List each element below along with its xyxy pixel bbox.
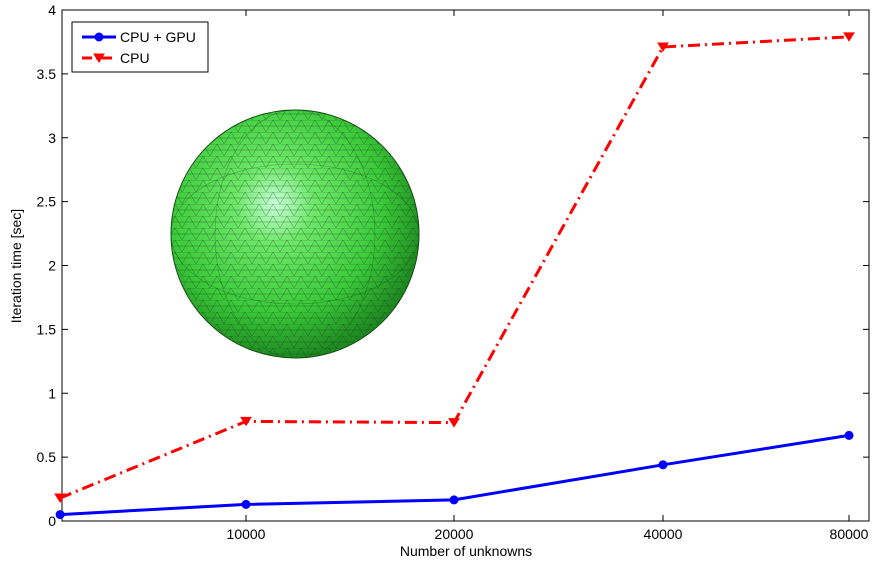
data-point-cpu-gpu <box>241 499 251 509</box>
legend: CPU + GPU CPU <box>71 21 209 73</box>
data-point-cpu <box>240 416 252 427</box>
x-tick-label: 40000 <box>644 526 683 542</box>
legend-label-cpu-gpu: CPU + GPU <box>120 29 196 45</box>
x-tick-label: 80000 <box>830 526 869 542</box>
sphere-mesh-image <box>170 109 420 359</box>
data-point-cpu <box>843 32 855 42</box>
legend-label-cpu: CPU <box>120 50 150 66</box>
x-axis-ticks: 10000 20000 40000 80000 <box>227 10 869 542</box>
y-axis-label: Iteration time [sec] <box>8 209 24 323</box>
legend-marker-cpu-gpu <box>94 32 104 42</box>
y-tick-label: 2.5 <box>37 194 57 210</box>
legend-marker-cpu <box>93 53 105 63</box>
x-axis-label: Number of unknowns <box>400 543 532 559</box>
y-tick-label: 1 <box>48 385 56 401</box>
data-point-cpu <box>54 493 67 503</box>
y-tick-label: 0.5 <box>37 449 57 465</box>
data-point-cpu-gpu <box>55 510 65 520</box>
y-tick-label: 2 <box>48 258 56 274</box>
data-point-cpu <box>448 418 460 428</box>
y-tick-label: 3.5 <box>37 66 57 82</box>
y-tick-label: 0 <box>48 513 56 529</box>
series-layer <box>54 32 855 520</box>
y-tick-label: 1.5 <box>37 321 57 337</box>
y-tick-label: 4 <box>48 2 56 18</box>
legend-box <box>71 21 209 73</box>
y-tick-label: 3 <box>48 130 56 146</box>
data-point-cpu-gpu <box>844 430 854 440</box>
data-point-cpu-gpu <box>449 495 459 505</box>
x-tick-label: 10000 <box>227 526 266 542</box>
data-point-cpu-gpu <box>658 460 668 470</box>
x-tick-label: 20000 <box>435 526 474 542</box>
y-axis-ticks: 0 0.5 1 1.5 2 2.5 3 3.5 4 <box>37 2 869 529</box>
data-point-cpu <box>657 42 669 52</box>
